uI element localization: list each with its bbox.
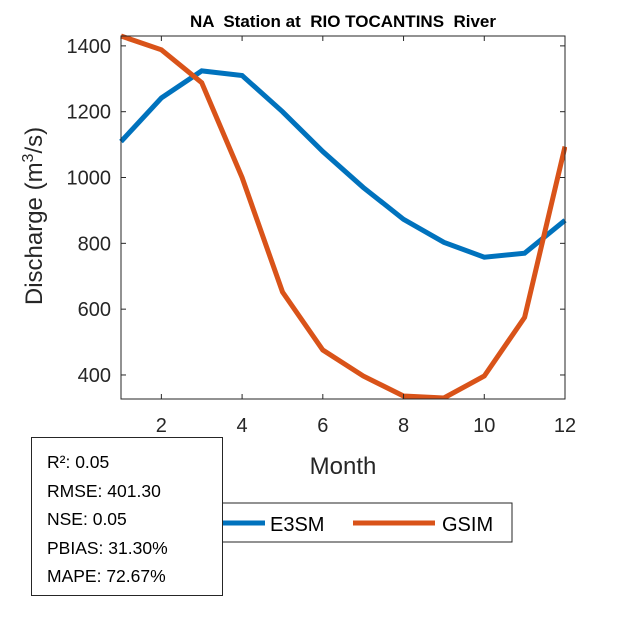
x-tick-label: 6 xyxy=(317,415,328,437)
axes-background xyxy=(121,36,565,399)
y-axis-label-main: Discharge (m xyxy=(21,162,48,305)
y-tick-label: 1400 xyxy=(67,36,112,58)
legend-label-e3sm: E3SM xyxy=(270,514,324,536)
stat-pbias: PBIAS: 31.30% xyxy=(47,537,168,558)
y-tick-label: 1200 xyxy=(67,102,112,124)
y-axis-label-unit: /s) xyxy=(21,127,48,154)
x-tick-label: 12 xyxy=(554,415,576,437)
legend: E3SM GSIM xyxy=(179,502,513,543)
series-layer xyxy=(119,33,567,399)
stats-box: R²: 0.05 RMSE: 401.30 NSE: 0.05 PBIAS: 3… xyxy=(31,437,223,596)
x-axis-label: Month xyxy=(310,453,377,480)
x-tick-label: 10 xyxy=(473,415,495,437)
y-tick-label: 600 xyxy=(78,299,111,321)
stat-r2: R²: 0.05 xyxy=(47,452,110,472)
y-tick-label: 400 xyxy=(78,365,111,387)
y-axis-label-superscript: 3 xyxy=(20,153,37,162)
stat-rmse: RMSE: 401.30 xyxy=(47,480,161,501)
y-axis-label: Discharge (m3/s) xyxy=(20,127,48,305)
legend-label-gsim: GSIM xyxy=(442,514,493,536)
y-tick-label: 800 xyxy=(78,233,111,255)
stat-mape: MAPE: 72.67% xyxy=(47,566,166,586)
x-tick-label: 4 xyxy=(237,415,248,437)
x-tick-label: 8 xyxy=(398,415,409,437)
chart-title: NA Station at RIO TOCANTINS River xyxy=(190,12,496,31)
axes-box xyxy=(120,35,566,400)
y-tick-label: 1000 xyxy=(67,168,112,190)
series-line-gsim xyxy=(120,33,567,399)
x-tick-label: 2 xyxy=(156,415,167,437)
plot-area xyxy=(121,36,565,399)
stat-nse: NSE: 0.05 xyxy=(47,509,127,529)
axes-layer: 2 4 6 8 10 12 400 600 800 1000 1200 1400 xyxy=(67,35,576,437)
